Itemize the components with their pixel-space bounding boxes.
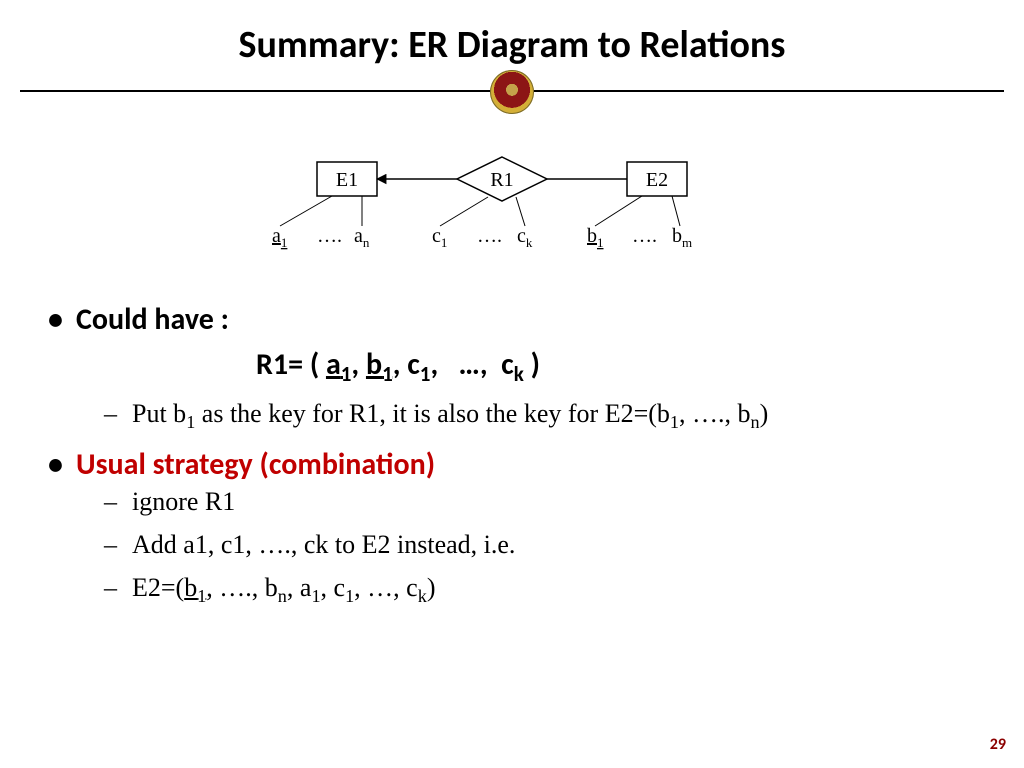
- content-block: Could have : R1= ( a1, b1, c1, …, ck ) P…: [40, 300, 984, 619]
- bullet-list-level2: Put b1 as the key for R1, it is also the…: [76, 396, 984, 435]
- slide-title: Summary: ER Diagram to Relations: [0, 22, 1024, 68]
- slide: Summary: ER Diagram to Relations E1 a1 an ……: [0, 0, 1024, 768]
- svg-text:an: an: [354, 225, 370, 250]
- bullet-text: Usual strategy (combination): [76, 446, 435, 483]
- bullet-could-have: Could have : R1= ( a1, b1, c1, …, ck ) P…: [40, 300, 984, 435]
- svg-text:….: ….: [317, 225, 342, 247]
- sub-bullet-add-attrs: Add a1, c1, …., ck to E2 instead, i.e.: [96, 527, 984, 562]
- sub-bullet-ignore-r1: ignore R1: [96, 484, 984, 519]
- formula-r1: R1= ( a1, b1, c1, …, ck ): [256, 345, 984, 388]
- svg-text:bm: bm: [672, 225, 692, 250]
- svg-text:ck: ck: [517, 225, 533, 250]
- svg-text:R1: R1: [490, 169, 513, 191]
- er-diagram: E1 a1 an …. E2 b1 bm …. R1 c1 ck ….: [262, 150, 762, 280]
- svg-text:b1: b1: [587, 225, 604, 250]
- university-seal-icon: [490, 70, 534, 114]
- sub-bullet-e2-formula: E2=(b1, …., bn, a1, c1, …, ck): [96, 570, 984, 609]
- sub-bullet-put-b1: Put b1 as the key for R1, it is also the…: [96, 396, 984, 435]
- svg-text:E2: E2: [646, 169, 668, 191]
- svg-text:….: ….: [477, 225, 502, 247]
- bullet-text: Could have :: [76, 301, 229, 338]
- svg-text:a1: a1: [272, 225, 287, 250]
- bullet-list-level1: Could have : R1= ( a1, b1, c1, …, ck ) P…: [40, 300, 984, 609]
- bullet-list-level2: ignore R1 Add a1, c1, …., ck to E2 inste…: [76, 484, 984, 609]
- svg-text:c1: c1: [432, 225, 447, 250]
- svg-text:….: ….: [632, 225, 657, 247]
- bullet-usual-strategy: Usual strategy (combination) ignore R1 A…: [40, 445, 984, 609]
- svg-text:E1: E1: [336, 169, 358, 191]
- page-number: 29: [990, 735, 1006, 754]
- divider-wrap: [0, 82, 1024, 142]
